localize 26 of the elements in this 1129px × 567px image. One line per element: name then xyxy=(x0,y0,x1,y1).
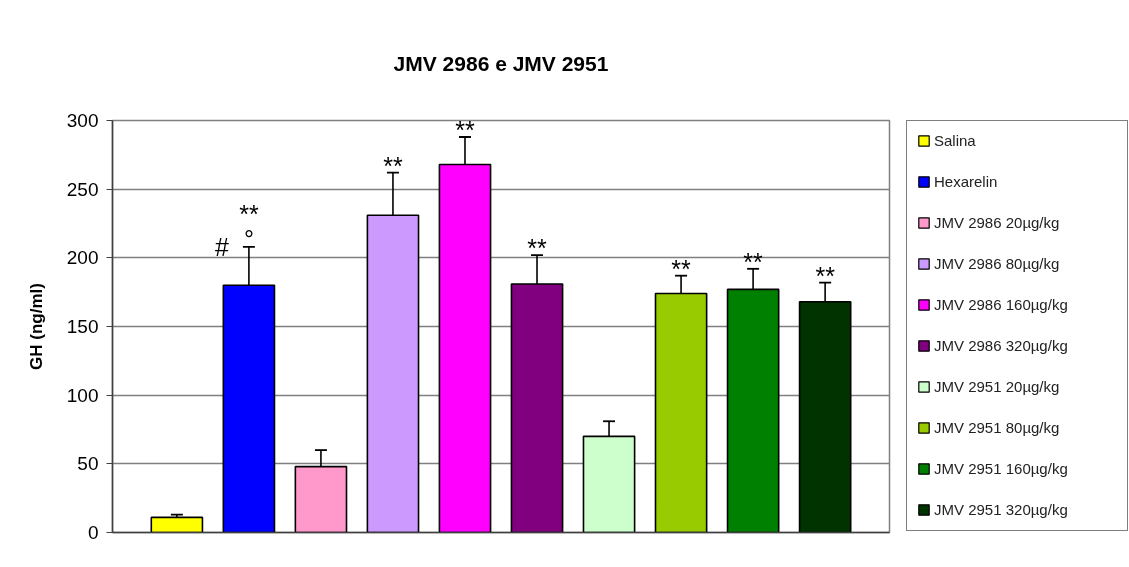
y-tick-label: 50 xyxy=(77,453,99,475)
y-tick-label: 150 xyxy=(66,316,99,337)
y-tick-label: 0 xyxy=(87,522,99,543)
data-label: ** xyxy=(743,247,764,276)
legend-label: Salina xyxy=(934,131,977,151)
legend-label: JMV 2986 20µg/kg xyxy=(934,213,1061,233)
data-label: ** xyxy=(455,115,475,144)
legend-label: JMV 2951 160µg/kg xyxy=(934,459,1069,479)
data-label: ** xyxy=(383,151,403,180)
chart-title: JMV 2986 e JMV 2951 xyxy=(393,51,609,75)
y-tick-label: 300 xyxy=(66,110,99,131)
data-label: ** xyxy=(671,254,692,283)
legend-label: JMV 2986 320µg/kg xyxy=(934,336,1069,356)
annotation: # xyxy=(215,232,229,261)
legend-label: JMV 2986 160µg/kg xyxy=(934,295,1069,315)
legend-label: Hexarelin xyxy=(934,172,999,192)
legend-label: JMV 2951 80µg/kg xyxy=(934,418,1061,438)
y-tick-label: 200 xyxy=(66,247,99,269)
y-axis-title: GH (ng/ml) xyxy=(26,283,46,370)
data-label: ** xyxy=(527,234,548,263)
legend-label: JMV 2951 20µg/kg xyxy=(934,377,1061,397)
y-tick-label: 250 xyxy=(66,178,99,200)
legend-label: JMV 2986 80µg/kg xyxy=(934,254,1061,274)
y-tick-label: 100 xyxy=(66,384,99,406)
legend-label: JMV 2951 320µg/kg xyxy=(934,500,1069,520)
data-label: ** xyxy=(815,261,836,290)
